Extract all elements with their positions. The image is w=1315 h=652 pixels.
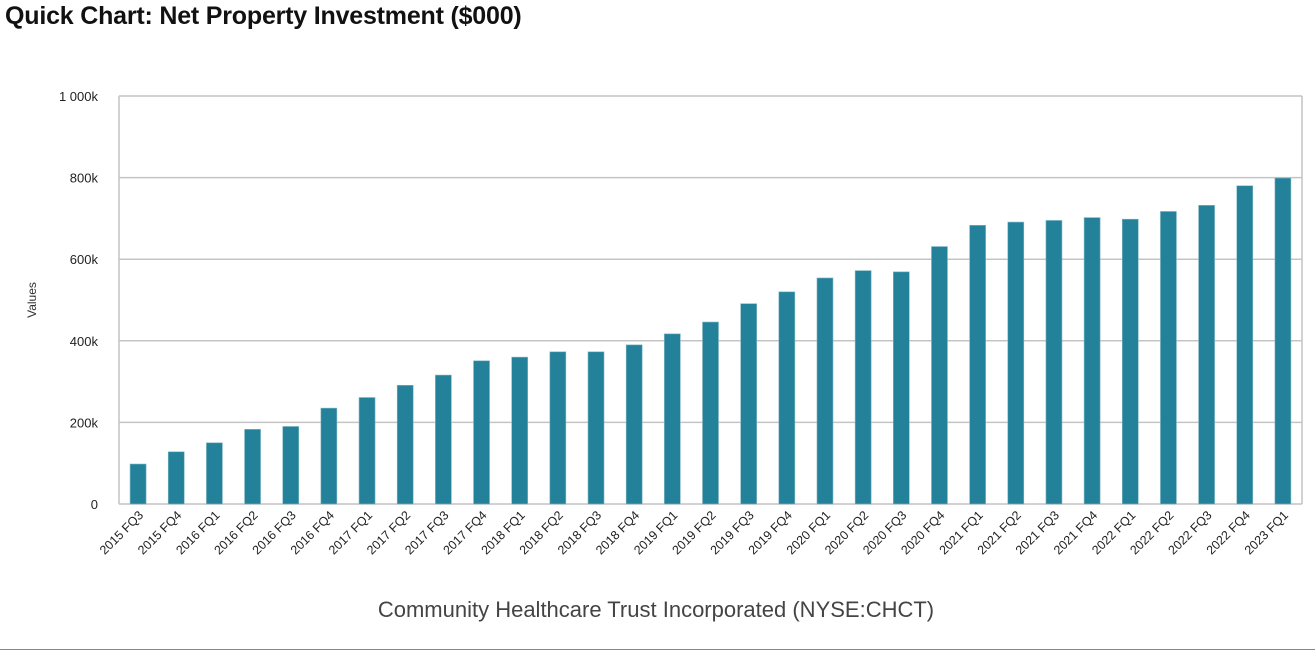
bar bbox=[1274, 177, 1292, 505]
bar bbox=[893, 271, 910, 505]
bar bbox=[1198, 205, 1215, 505]
x-axis-label: Community Healthcare Trust Incorporated … bbox=[378, 597, 934, 622]
y-tick-label: 800k bbox=[70, 171, 99, 186]
bar bbox=[702, 321, 719, 505]
bar bbox=[358, 397, 376, 505]
y-axis-label: Values bbox=[25, 282, 39, 318]
bar bbox=[1083, 217, 1101, 505]
bar bbox=[1160, 211, 1177, 505]
bar bbox=[167, 451, 185, 505]
bar bbox=[969, 225, 986, 505]
bar bbox=[854, 270, 872, 505]
bar bbox=[206, 442, 223, 505]
bar bbox=[778, 291, 796, 505]
bar bbox=[1007, 221, 1025, 505]
bar bbox=[473, 360, 490, 505]
y-tick-label: 1 000k bbox=[59, 89, 99, 104]
bar bbox=[1121, 218, 1139, 505]
bar bbox=[511, 356, 528, 505]
bar bbox=[244, 429, 261, 505]
bar bbox=[625, 344, 643, 505]
y-tick-label: 600k bbox=[70, 252, 99, 267]
bar bbox=[740, 303, 757, 505]
y-tick-label: 0 bbox=[91, 497, 98, 512]
bar bbox=[816, 277, 834, 505]
bar bbox=[282, 426, 300, 505]
y-tick-label: 200k bbox=[70, 415, 99, 430]
bar bbox=[587, 351, 605, 505]
bar bbox=[1045, 220, 1063, 505]
bar bbox=[549, 351, 567, 505]
bars bbox=[129, 177, 1292, 505]
bar bbox=[664, 333, 681, 505]
y-tick-label: 400k bbox=[70, 334, 99, 349]
bar bbox=[396, 384, 414, 505]
bar bbox=[129, 463, 147, 505]
bar bbox=[435, 374, 452, 505]
bar bbox=[931, 246, 948, 505]
page-title: Quick Chart: Net Property Investment ($0… bbox=[5, 2, 522, 30]
bar bbox=[320, 407, 338, 505]
bar bbox=[1236, 185, 1254, 505]
divider bbox=[0, 649, 1315, 650]
y-tick-labels: 0 200k 400k 600k 800k 1 000k bbox=[59, 89, 99, 512]
